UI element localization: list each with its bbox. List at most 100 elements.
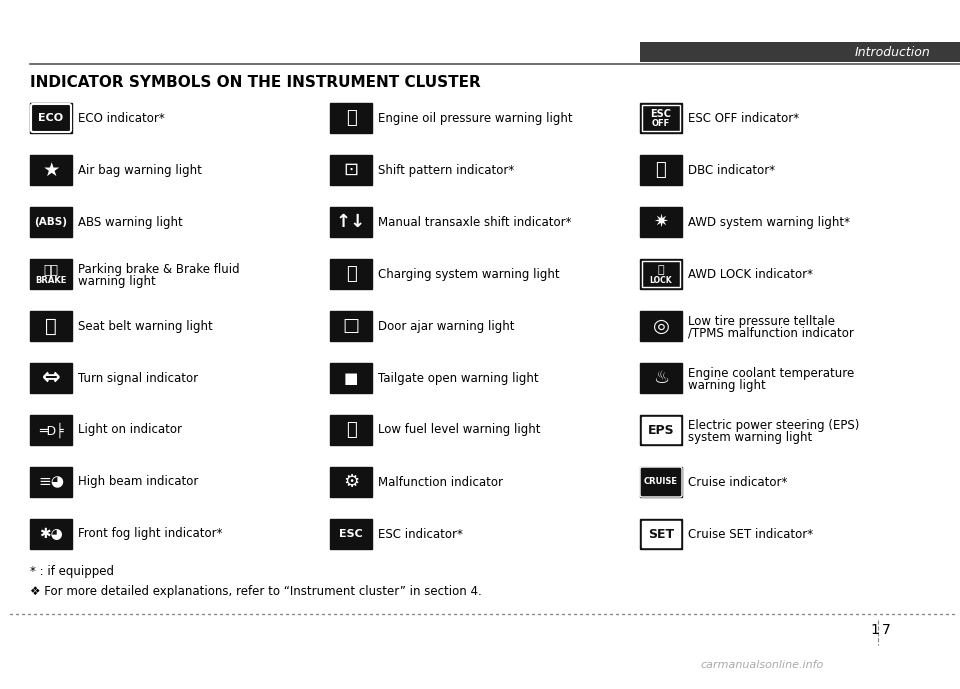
Text: Low tire pressure telltale: Low tire pressure telltale	[688, 314, 835, 327]
Text: ★: ★	[42, 161, 60, 180]
Text: Light on indicator: Light on indicator	[78, 424, 182, 437]
Text: ⤩: ⤩	[656, 161, 666, 179]
FancyBboxPatch shape	[642, 417, 680, 443]
Bar	[640, 42, 960, 62]
Text: ↑↓: ↑↓	[336, 213, 366, 231]
Text: ═D╞: ═D╞	[38, 422, 63, 438]
Text: (ABS): (ABS)	[35, 217, 67, 227]
FancyBboxPatch shape	[30, 519, 72, 549]
Text: warning light: warning light	[688, 378, 766, 391]
FancyBboxPatch shape	[30, 155, 72, 185]
FancyBboxPatch shape	[30, 207, 72, 237]
Text: ◎: ◎	[653, 316, 669, 336]
Text: DBC indicator*: DBC indicator*	[688, 163, 775, 176]
FancyBboxPatch shape	[640, 467, 682, 497]
Text: AWD LOCK indicator*: AWD LOCK indicator*	[688, 267, 813, 280]
Text: ✷: ✷	[654, 213, 668, 231]
Text: Charging system warning light: Charging system warning light	[378, 267, 560, 280]
Text: □: □	[343, 317, 359, 335]
FancyBboxPatch shape	[330, 519, 372, 549]
Text: AWD system warning light*: AWD system warning light*	[688, 216, 850, 229]
FancyBboxPatch shape	[640, 363, 682, 393]
Text: Turn signal indicator: Turn signal indicator	[78, 371, 198, 384]
Text: High beam indicator: High beam indicator	[78, 475, 199, 489]
FancyBboxPatch shape	[640, 467, 682, 497]
FancyBboxPatch shape	[330, 467, 372, 497]
Text: Low fuel level warning light: Low fuel level warning light	[378, 424, 540, 437]
FancyBboxPatch shape	[30, 311, 72, 341]
FancyBboxPatch shape	[30, 103, 72, 133]
Text: /TPMS malfunction indicator: /TPMS malfunction indicator	[688, 327, 853, 340]
FancyBboxPatch shape	[330, 103, 372, 133]
Text: ■: ■	[344, 371, 358, 386]
Text: ⛺: ⛺	[45, 316, 57, 336]
FancyBboxPatch shape	[330, 311, 372, 341]
Text: Manual transaxle shift indicator*: Manual transaxle shift indicator*	[378, 216, 571, 229]
Text: ECO indicator*: ECO indicator*	[78, 112, 165, 125]
Text: Door ajar warning light: Door ajar warning light	[378, 320, 515, 333]
FancyBboxPatch shape	[30, 415, 72, 445]
Text: SET: SET	[648, 528, 674, 540]
Text: Seat belt warning light: Seat belt warning light	[78, 320, 213, 333]
Text: Electric power steering (EPS): Electric power steering (EPS)	[688, 418, 859, 431]
Text: ❖ For more detailed explanations, refer to “Instrument cluster” in section 4.: ❖ For more detailed explanations, refer …	[30, 584, 482, 597]
Text: ≡◕: ≡◕	[38, 475, 64, 489]
Text: Engine coolant temperature: Engine coolant temperature	[688, 367, 854, 380]
FancyBboxPatch shape	[640, 207, 682, 237]
Text: ✱◕: ✱◕	[39, 527, 62, 541]
FancyBboxPatch shape	[30, 363, 72, 393]
Text: LOCK: LOCK	[650, 276, 672, 285]
Text: warning light: warning light	[78, 274, 156, 287]
Text: 7: 7	[882, 623, 891, 637]
Text: ⛽: ⛽	[346, 421, 356, 439]
FancyBboxPatch shape	[640, 103, 682, 133]
Text: ⓞⓟ: ⓞⓟ	[43, 263, 59, 276]
Text: CRUISE: CRUISE	[644, 477, 678, 486]
Text: Tailgate open warning light: Tailgate open warning light	[378, 371, 539, 384]
FancyBboxPatch shape	[330, 155, 372, 185]
FancyBboxPatch shape	[31, 104, 71, 132]
FancyBboxPatch shape	[642, 105, 680, 131]
FancyBboxPatch shape	[330, 207, 372, 237]
FancyBboxPatch shape	[640, 311, 682, 341]
Text: ESC: ESC	[651, 109, 671, 119]
Text: carmanualsonline.info: carmanualsonline.info	[700, 660, 824, 670]
FancyBboxPatch shape	[640, 415, 682, 445]
FancyBboxPatch shape	[640, 259, 682, 289]
Text: ESC: ESC	[339, 529, 363, 539]
Text: ⚙: ⚙	[343, 473, 359, 491]
FancyBboxPatch shape	[642, 261, 680, 287]
FancyBboxPatch shape	[330, 259, 372, 289]
Text: Malfunction indicator: Malfunction indicator	[378, 475, 503, 489]
Text: ⇔: ⇔	[41, 368, 60, 388]
FancyBboxPatch shape	[640, 519, 682, 549]
FancyBboxPatch shape	[30, 467, 72, 497]
Text: ESC OFF indicator*: ESC OFF indicator*	[688, 112, 799, 125]
Text: 🛢: 🛢	[346, 109, 356, 127]
FancyBboxPatch shape	[330, 363, 372, 393]
Text: Air bag warning light: Air bag warning light	[78, 163, 202, 176]
FancyBboxPatch shape	[642, 521, 680, 547]
Text: ♨: ♨	[653, 369, 669, 387]
Text: Shift pattern indicator*: Shift pattern indicator*	[378, 163, 515, 176]
Text: ⎓: ⎓	[346, 265, 356, 283]
FancyBboxPatch shape	[330, 415, 372, 445]
Text: Parking brake & Brake fluid: Parking brake & Brake fluid	[78, 263, 240, 276]
Text: OFF: OFF	[652, 119, 670, 127]
FancyBboxPatch shape	[640, 155, 682, 185]
Text: ABS warning light: ABS warning light	[78, 216, 182, 229]
Text: Front fog light indicator*: Front fog light indicator*	[78, 528, 223, 540]
Text: * : if equipped: * : if equipped	[30, 564, 114, 577]
Text: ECO: ECO	[38, 113, 63, 123]
Text: ESC indicator*: ESC indicator*	[378, 528, 463, 540]
Text: ⚿: ⚿	[658, 265, 664, 275]
FancyBboxPatch shape	[30, 259, 72, 289]
Text: Cruise SET indicator*: Cruise SET indicator*	[688, 528, 813, 540]
Text: Cruise indicator*: Cruise indicator*	[688, 475, 787, 489]
Text: Introduction: Introduction	[854, 45, 930, 59]
Text: EPS: EPS	[648, 424, 674, 437]
Text: ⊡: ⊡	[344, 161, 359, 179]
Text: BRAKE: BRAKE	[36, 276, 66, 285]
Text: system warning light: system warning light	[688, 431, 812, 444]
Text: Engine oil pressure warning light: Engine oil pressure warning light	[378, 112, 572, 125]
